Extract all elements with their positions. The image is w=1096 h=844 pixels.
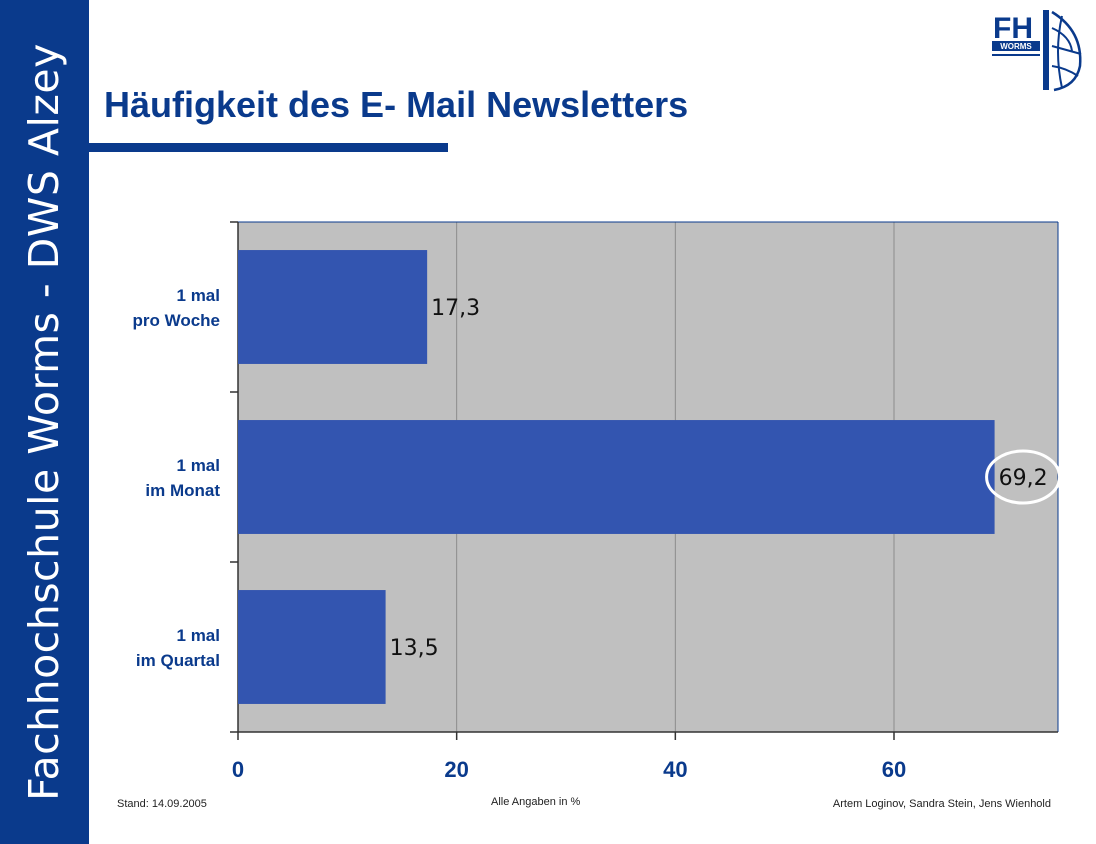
sidebar: Fachhochschule Worms - DWS Alzey [0, 0, 89, 844]
category-label-0-line-1: pro Woche [132, 311, 220, 330]
x-tick-label-40: 40 [663, 757, 687, 782]
data-label-1: 69,2 [999, 466, 1048, 491]
category-label-1: 1 mal im Monat [145, 456, 220, 500]
category-label-1-line-0: 1 mal [177, 456, 220, 475]
fh-worms-logo-icon: FH WORMS [992, 10, 1082, 92]
highlight-ellipse [985, 449, 1062, 505]
footer-authors: Artem Loginov, Sandra Stein, Jens Wienho… [832, 798, 1051, 810]
footer-date: Stand: 14.09.2005 [117, 798, 207, 810]
category-label-0-line-0: 1 mal [177, 286, 220, 305]
bar-2 [238, 590, 386, 704]
data-label-0: 17,3 [431, 296, 480, 321]
category-label-1-line-1: im Monat [145, 481, 220, 500]
bar-1 [238, 420, 995, 534]
footer-note: Alle Angaben in % [491, 796, 581, 808]
category-label-2-line-1: im Quartal [136, 651, 220, 670]
category-label-0: 1 mal pro Woche [132, 286, 220, 330]
category-label-2: 1 mal im Quartal [136, 626, 220, 670]
page-title: Häufigkeit des E- Mail Newsletters [104, 84, 689, 125]
category-label-2-line-0: 1 mal [177, 626, 220, 645]
bar-0 [238, 250, 428, 364]
title-underline [89, 143, 448, 152]
x-tick-label-60: 60 [882, 757, 906, 782]
x-tick-label-0: 0 [232, 757, 244, 782]
x-tick-label-20: 20 [444, 757, 468, 782]
logo-text-fh: FH [993, 12, 1033, 45]
logo-text-worms: WORMS [1000, 42, 1032, 51]
data-label-2: 13,5 [390, 636, 439, 661]
